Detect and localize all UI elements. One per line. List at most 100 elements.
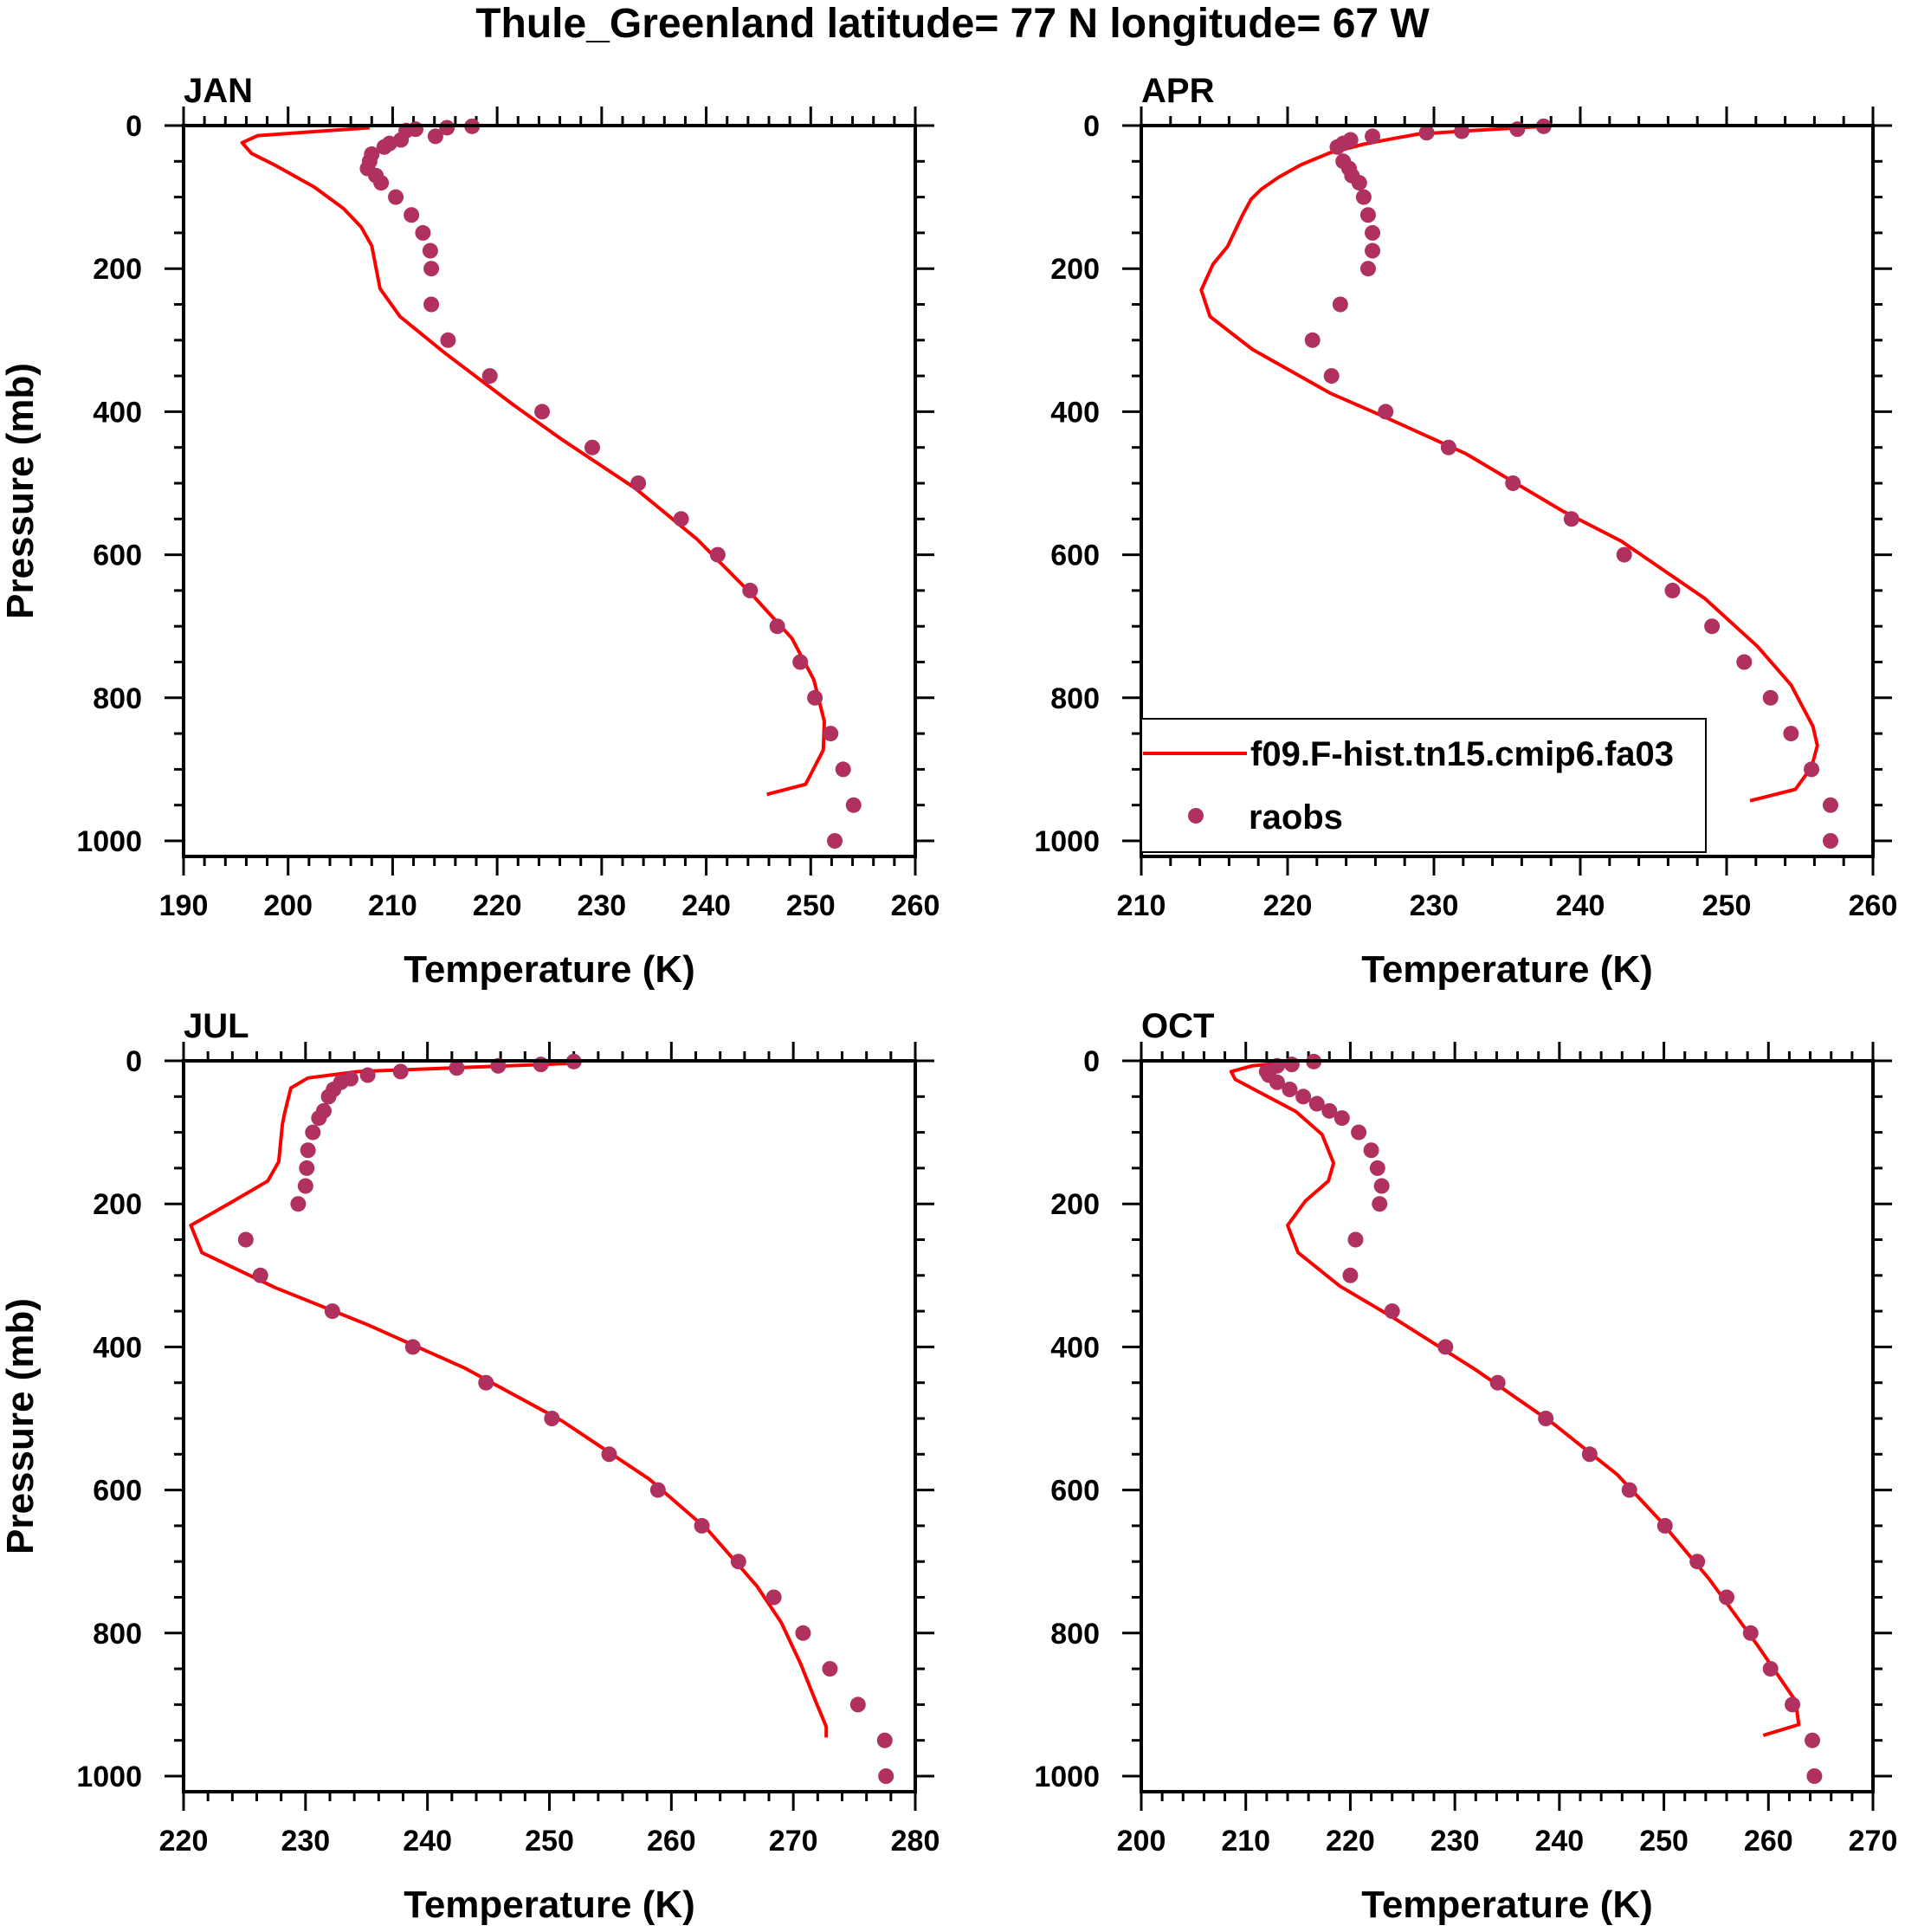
x-tick-label: 260 — [647, 1825, 696, 1858]
figure-title: Thule_Greenland latitude= 77 N longitude… — [475, 1, 1430, 47]
obs-point — [845, 797, 862, 813]
y-tick-label: 800 — [1050, 1618, 1100, 1651]
obs-point — [388, 189, 404, 205]
obs-point — [404, 207, 420, 223]
obs-point — [1563, 511, 1579, 527]
obs-point — [1822, 833, 1838, 849]
model-line — [240, 126, 826, 797]
x-tick-label: 230 — [1410, 889, 1459, 922]
obs-point — [1365, 242, 1381, 259]
x-tick-label: 240 — [403, 1825, 452, 1858]
obs-point — [792, 654, 809, 670]
obs-point — [478, 1374, 494, 1391]
y-tick-label: 0 — [1083, 1045, 1100, 1078]
x-axis-title: Temperature (K) — [1361, 1884, 1653, 1926]
obs-point — [1621, 1482, 1637, 1498]
y-tick-label: 600 — [93, 1475, 142, 1508]
obs-point — [1363, 1142, 1379, 1159]
x-tick-label: 240 — [1556, 889, 1605, 922]
y-tick-label: 200 — [93, 1188, 142, 1221]
panel-title: JAN — [184, 72, 253, 110]
obs-point — [1329, 139, 1346, 155]
obs-point — [534, 404, 551, 420]
y-tick-label: 400 — [1050, 1331, 1100, 1364]
obs-point — [1804, 761, 1820, 778]
obs-point — [440, 332, 456, 348]
obs-point — [305, 1124, 321, 1140]
x-tick-label: 200 — [1117, 1825, 1166, 1858]
y-tick-label: 200 — [1050, 253, 1100, 286]
x-tick-label: 220 — [473, 889, 522, 922]
plot-frame — [182, 1059, 917, 1793]
x-tick-label: 260 — [1849, 889, 1898, 922]
legend-obs-label: raobs — [1249, 798, 1343, 837]
legend-box — [1140, 718, 1707, 853]
obs-point — [392, 1063, 409, 1080]
obs-point — [1719, 1589, 1734, 1606]
x-tick-label: 260 — [891, 889, 940, 922]
obs-point — [373, 175, 390, 191]
model-line — [1229, 1059, 1801, 1737]
obs-point — [1355, 189, 1372, 205]
legend-model-label: f09.F-hist.tn15.cmip6.fa03 — [1250, 735, 1674, 773]
obs-point — [1742, 1625, 1759, 1641]
obs-point — [673, 511, 689, 527]
panel-title: OCT — [1141, 1007, 1214, 1045]
obs-point — [1342, 1267, 1359, 1283]
obs-point — [1369, 1160, 1385, 1176]
obs-point — [533, 1056, 549, 1073]
obs-point — [423, 261, 440, 277]
obs-point — [1783, 726, 1799, 742]
y-tick-label: 400 — [1050, 396, 1100, 429]
obs-point — [299, 1160, 315, 1176]
x-tick-label: 280 — [891, 1825, 940, 1858]
x-tick-label: 220 — [1326, 1825, 1375, 1858]
y-tick-label: 800 — [93, 682, 142, 715]
obs-point — [1616, 546, 1632, 563]
x-tick-label: 220 — [159, 1825, 209, 1858]
obs-point — [1359, 207, 1376, 223]
panel-apr: APR 210 220 230 240 250 260 0 200 400 600 800 1000 Te… — [1034, 72, 1897, 991]
model-line — [189, 1061, 829, 1738]
x-tick-label: 270 — [1849, 1825, 1898, 1858]
obs-point — [311, 1110, 327, 1127]
y-tick-label: 0 — [1083, 110, 1100, 143]
obs-point — [1323, 368, 1340, 384]
obs-point — [422, 242, 438, 259]
obs-point — [1689, 1554, 1706, 1570]
x-tick-label: 230 — [1430, 1825, 1480, 1858]
obs-point — [769, 618, 785, 635]
obs-point — [415, 224, 431, 241]
x-tick-label: 270 — [769, 1825, 818, 1858]
obs-point — [300, 1142, 316, 1159]
y-tick-label: 1000 — [76, 1761, 142, 1793]
obs-point — [1372, 1196, 1388, 1212]
panel-jul: JUL 220 230 240 250 260 270 280 0 200 400 600 800 100… — [0, 1007, 940, 1926]
obs-point — [359, 1067, 376, 1083]
y-axis-title: Pressure (mb) — [0, 363, 42, 619]
y-tick-label: 0 — [126, 110, 142, 143]
obs-point — [1704, 618, 1721, 635]
y-tick-label: 800 — [1050, 682, 1100, 715]
x-axis-title: Temperature (K) — [1361, 948, 1653, 991]
obs-point — [1351, 1124, 1367, 1140]
obs-point — [1295, 1089, 1312, 1105]
panel-oct: OCT 200 210 220 230 240 250 260 270 0 200 400 600 800… — [1034, 1007, 1897, 1926]
obs-point — [849, 1696, 866, 1713]
obs-point — [1334, 1110, 1350, 1127]
x-tick-label: 210 — [1221, 1825, 1270, 1858]
obs-point — [584, 439, 600, 456]
obs-point — [1378, 404, 1394, 420]
x-tick-label: 260 — [1744, 1825, 1793, 1858]
obs-point — [1304, 332, 1321, 348]
obs-point — [1762, 689, 1779, 706]
obs-point — [1347, 1231, 1364, 1248]
obs-point — [1489, 1374, 1506, 1391]
obs-point — [807, 689, 823, 706]
obs-point — [1282, 1082, 1298, 1098]
panel-jan: JAN 190 200 210 220 230 240 250 260 0 200 400 600 800… — [0, 72, 940, 991]
obs-point — [1664, 582, 1681, 598]
obs-point — [1365, 128, 1381, 145]
obs-point — [1509, 121, 1526, 138]
